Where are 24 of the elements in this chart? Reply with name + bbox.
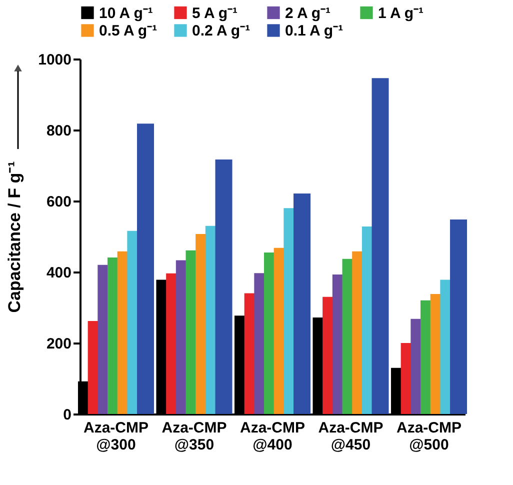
x-tick-label: Aza-CMP @350: [162, 420, 227, 454]
y-axis-title: Capacitance / F g⁻¹: [5, 160, 24, 313]
bar: [215, 159, 232, 414]
legend-label: 2 A g⁻¹: [285, 4, 331, 22]
y-tick-label: 800: [46, 122, 72, 140]
bar: [372, 78, 389, 414]
legend-label: 0.1 A g⁻¹: [285, 22, 344, 40]
y-tick-label: 400: [46, 264, 72, 282]
bar: [450, 219, 468, 414]
y-tick-label: 200: [46, 336, 72, 352]
bar: [294, 194, 311, 414]
legend-label: 0.5 A g⁻¹: [99, 22, 158, 40]
x-tick-label: Aza-CMP @450: [318, 420, 384, 454]
x-tick-label: Aza-CMP @500: [396, 420, 462, 454]
x-tick-label: Aza-CMP @300: [83, 420, 149, 454]
y-tick-label: 1000: [38, 52, 72, 68]
y-tick-label: 600: [46, 194, 72, 210]
legend-label: 10 A g⁻¹: [99, 4, 153, 22]
bar: [137, 124, 154, 414]
legend-label: 0.2 A g⁻¹: [192, 22, 250, 40]
legend-label: 1 A g⁻¹: [378, 4, 424, 22]
y-tick-label: 0: [63, 406, 72, 424]
legend-label: 5 A g⁻¹: [192, 4, 238, 22]
x-tick-label: Aza-CMP @400: [240, 420, 306, 454]
